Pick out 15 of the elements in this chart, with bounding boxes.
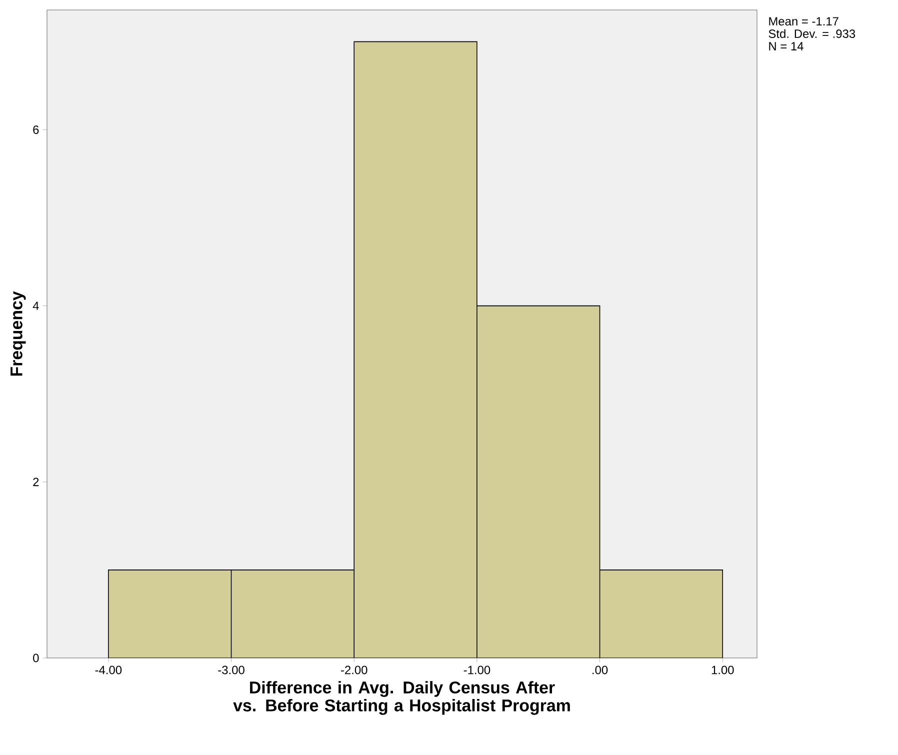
x-axis-title: Difference in Avg. Daily Census After vs. Before Starting a Hospitalist Program xyxy=(233,681,570,715)
y-tick-label: 6 xyxy=(33,125,39,134)
x-tick-label: .00 xyxy=(592,666,608,674)
y-axis-title: Frequency xyxy=(10,291,26,376)
text: N = 14 xyxy=(769,42,804,50)
x-tick-label: 1.00 xyxy=(712,666,734,674)
x-tick-label: -4.00 xyxy=(95,666,122,674)
text: Std. Dev. = .933 xyxy=(768,29,856,38)
x-tick-label: -3.00 xyxy=(218,666,244,674)
x-tick-label: -1.00 xyxy=(464,666,490,674)
x-tick-label: -2.00 xyxy=(341,666,368,674)
y-tick-label: 0 xyxy=(33,654,39,662)
text: Mean = -1.17 xyxy=(769,17,838,26)
y-tick-label: 2 xyxy=(33,478,39,486)
y-tick-label: 4 xyxy=(32,302,39,310)
